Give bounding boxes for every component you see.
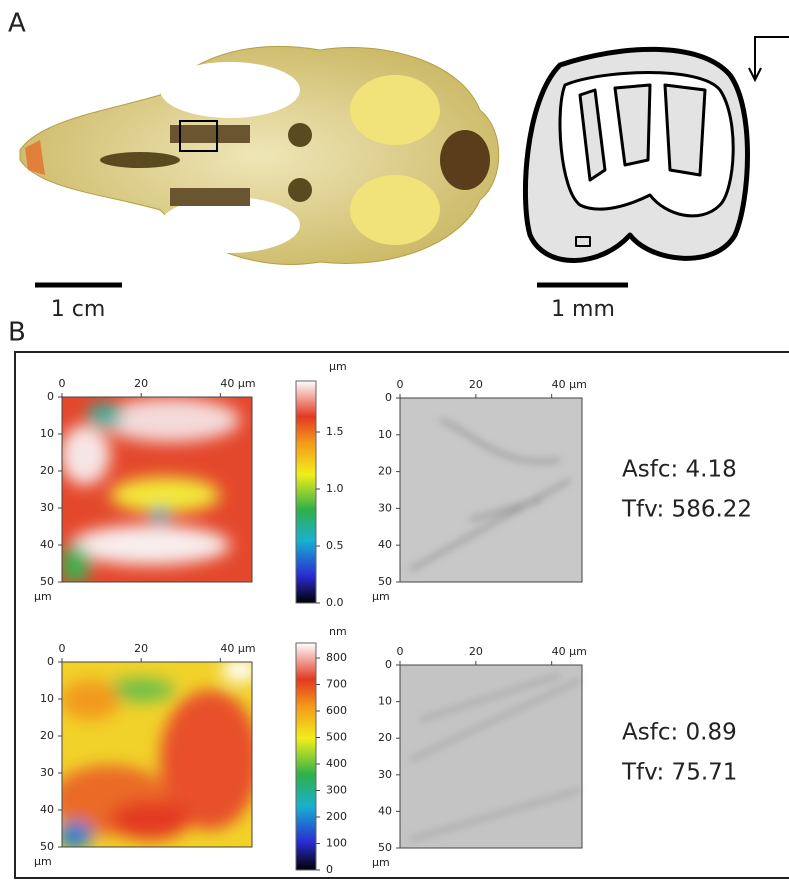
x-tick-label: 0 <box>397 645 404 658</box>
y-unit-label: μm <box>372 856 390 869</box>
y-tick-label: 40 <box>40 538 54 551</box>
scale-label: 1 mm <box>551 297 615 322</box>
y-tick-label: 40 <box>40 803 54 816</box>
colorbar-tick-label: 100 <box>326 837 347 850</box>
height-map-image <box>50 658 260 849</box>
metric: Asfc: 0.89 <box>622 720 737 746</box>
y-unit-label: μm <box>34 590 52 603</box>
colorbar-tick-label: 600 <box>326 704 347 717</box>
y-tick-label: 10 <box>378 428 392 441</box>
colorbar-unit: nm <box>329 625 347 638</box>
x-tick-label: 0 <box>59 642 66 655</box>
x-tick-label: 0 <box>59 377 66 390</box>
colorbar-tick-label: 300 <box>326 784 347 797</box>
y-tick-label: 50 <box>40 840 54 853</box>
x-tick-label: 40 μm <box>552 378 587 391</box>
skull-photo <box>20 46 499 264</box>
y-tick-label: 50 <box>378 575 392 588</box>
y-tick-label: 40 <box>378 804 392 817</box>
panel-label: B <box>8 318 26 348</box>
colorbar <box>296 381 316 603</box>
x-tick-label: 20 <box>469 378 483 391</box>
y-tick-label: 30 <box>40 501 54 514</box>
y-tick-label: 50 <box>40 575 54 588</box>
figure: A 1 cm 1 mm B <box>0 0 789 881</box>
y-tick-label: 0 <box>47 390 54 403</box>
y-tick-label: 40 <box>378 538 392 551</box>
metric: Tfv: 586.22 <box>621 497 752 523</box>
y-tick-label: 0 <box>385 658 392 671</box>
colorbar-tick-label: 0.5 <box>326 539 344 552</box>
y-tick-label: 0 <box>47 655 54 668</box>
y-tick-label: 20 <box>378 731 392 744</box>
y-tick-label: 20 <box>40 464 54 477</box>
colorbar-tick-label: 400 <box>326 757 347 770</box>
x-tick-label: 40 μm <box>220 377 255 390</box>
colorbar-tick-label: 800 <box>326 651 347 664</box>
x-tick-label: 0 <box>397 378 404 391</box>
y-tick-label: 10 <box>40 427 54 440</box>
colorbar <box>296 643 316 870</box>
y-tick-label: 30 <box>378 501 392 514</box>
y-unit-label: μm <box>372 590 390 603</box>
y-tick-label: 0 <box>385 391 392 404</box>
y-tick-label: 20 <box>40 729 54 742</box>
shaded-map-image <box>400 398 582 848</box>
x-tick-label: 40 μm <box>220 642 255 655</box>
colorbar-tick-label: 200 <box>326 810 347 823</box>
y-tick-label: 20 <box>378 465 392 478</box>
colorbar-tick-label: 1.0 <box>326 482 344 495</box>
colorbar-tick-label: 700 <box>326 678 347 691</box>
x-tick-label: 20 <box>134 642 148 655</box>
height-map-image <box>60 397 252 585</box>
colorbar-tick-label: 500 <box>326 731 347 744</box>
colorbar-tick-label: 0 <box>326 863 333 876</box>
y-tick-label: 30 <box>378 768 392 781</box>
x-tick-label: 40 μm <box>552 645 587 658</box>
y-tick-label: 50 <box>378 841 392 854</box>
x-tick-label: 20 <box>469 645 483 658</box>
colorbar-unit: μm <box>329 360 347 373</box>
y-tick-label: 10 <box>40 692 54 705</box>
metric: Asfc: 4.18 <box>622 457 737 483</box>
colorbar-tick-label: 1.5 <box>326 425 344 438</box>
scale-label: 1 cm <box>51 297 106 322</box>
colorbar-tick-label: 0.0 <box>326 596 344 609</box>
panel-label: A <box>8 9 26 39</box>
tooth-diagram <box>525 49 747 260</box>
metric: Tfv: 75.71 <box>621 760 737 786</box>
y-unit-label: μm <box>34 855 52 868</box>
arrow <box>749 37 789 80</box>
y-tick-label: 10 <box>378 695 392 708</box>
x-tick-label: 20 <box>134 377 148 390</box>
y-tick-label: 30 <box>40 766 54 779</box>
